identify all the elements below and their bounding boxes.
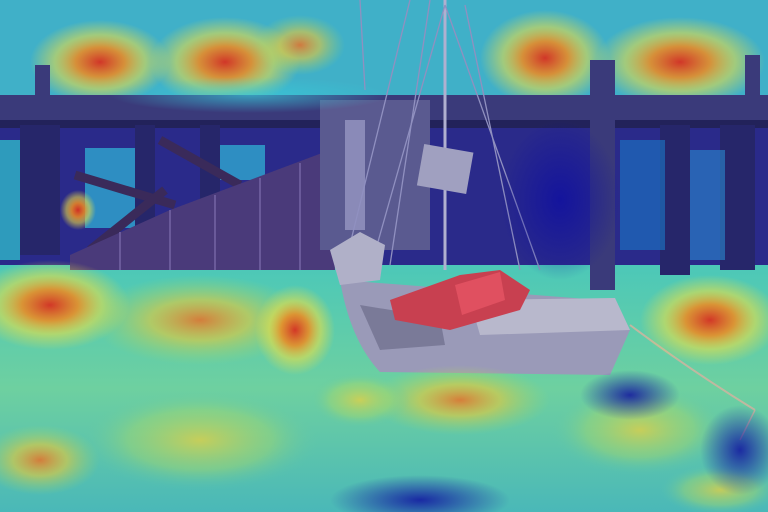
heat-blob bbox=[310, 372, 410, 428]
heat-blob bbox=[30, 20, 170, 104]
heat-blob bbox=[80, 390, 320, 490]
sheet-wall bbox=[70, 150, 335, 270]
pier-block-highlight bbox=[345, 120, 365, 230]
heat-blob bbox=[255, 15, 345, 75]
heat-blob bbox=[60, 190, 96, 230]
heat-blob bbox=[370, 365, 550, 435]
pier-gap bbox=[690, 150, 725, 260]
mooring-line bbox=[629, 324, 756, 411]
boat-bow-sail bbox=[330, 232, 385, 285]
heat-blob bbox=[0, 425, 100, 495]
boat-mast-box bbox=[416, 143, 474, 195]
sheet-wall-planks bbox=[119, 163, 301, 270]
cool-region bbox=[110, 77, 390, 113]
heat-blob bbox=[480, 10, 610, 106]
pier-struts bbox=[73, 136, 243, 254]
cool-region bbox=[330, 475, 510, 512]
boat-tarp-red-highlight bbox=[455, 272, 505, 315]
heat-blob bbox=[640, 275, 768, 365]
pier-gap bbox=[0, 140, 20, 260]
heat-blob bbox=[90, 275, 310, 365]
cool-region bbox=[700, 405, 768, 495]
cool-region bbox=[580, 370, 680, 420]
pier-block bbox=[320, 100, 430, 250]
heat-blob bbox=[595, 17, 765, 107]
cool-region bbox=[500, 120, 620, 280]
heat-blob bbox=[255, 285, 335, 375]
pier-gap bbox=[620, 140, 665, 250]
